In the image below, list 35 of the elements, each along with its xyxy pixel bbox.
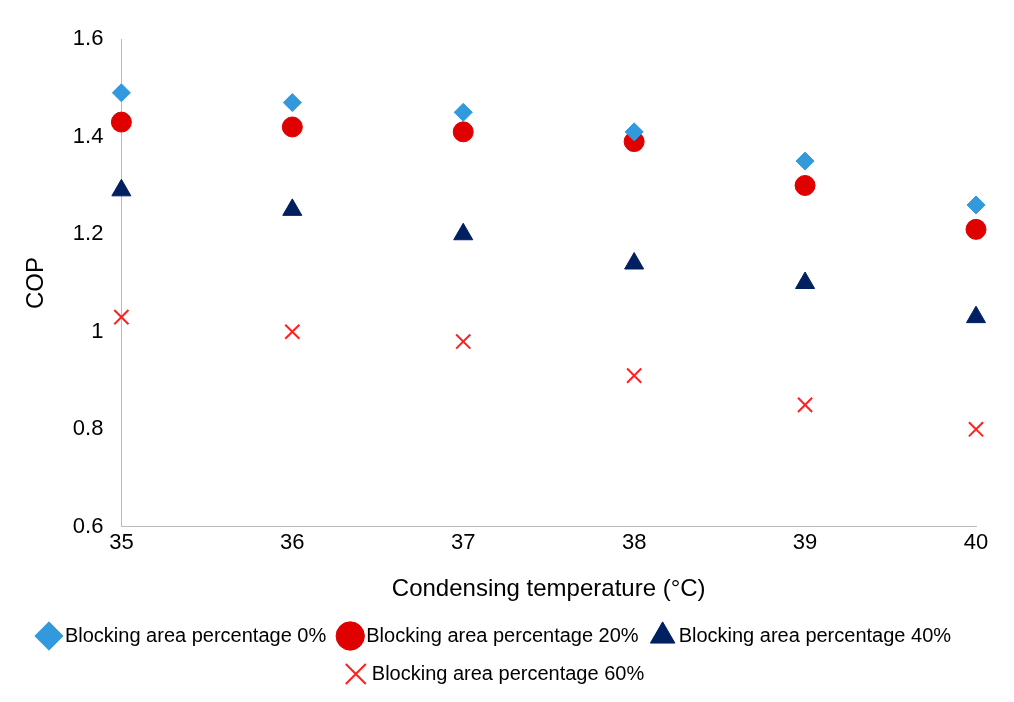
legend-label: Blocking area percentage 20% — [366, 623, 639, 646]
point — [626, 367, 643, 384]
y-tick-label: 1.6 — [72, 25, 104, 51]
point — [111, 83, 131, 103]
legend-label: Blocking area percentage 40% — [678, 623, 952, 646]
y-axis-title: COP — [21, 256, 49, 310]
legend-label: Blocking area percentage 60% — [371, 661, 645, 684]
x-tick-label: 39 — [792, 529, 818, 555]
x-axis-title: Condensing temperature (°C) — [391, 574, 706, 602]
y-tick-label: 0.6 — [72, 512, 104, 538]
y-tick-label: 1 — [91, 317, 104, 343]
point — [797, 396, 814, 413]
point — [281, 116, 303, 138]
point — [110, 111, 132, 133]
y-tick-label: 0.8 — [72, 415, 104, 441]
y-tick-label: 1.2 — [72, 220, 104, 246]
point — [967, 421, 985, 438]
x-tick-label: 40 — [963, 529, 989, 555]
x-tick-label: 35 — [109, 529, 134, 555]
point — [966, 195, 986, 215]
x-tick-label: 38 — [621, 529, 647, 555]
point — [624, 122, 644, 142]
point — [965, 218, 987, 240]
y-tick-label: 1.4 — [72, 122, 104, 148]
point — [452, 121, 474, 143]
x-tick-label: 36 — [280, 529, 305, 555]
legend-label: Blocking area percentage 0% — [64, 623, 327, 646]
point — [455, 333, 472, 350]
x-tick-label: 37 — [450, 529, 476, 555]
point — [284, 323, 301, 340]
point — [453, 102, 473, 122]
point — [795, 151, 815, 171]
point — [282, 93, 302, 113]
point — [113, 309, 130, 326]
point — [794, 174, 816, 196]
